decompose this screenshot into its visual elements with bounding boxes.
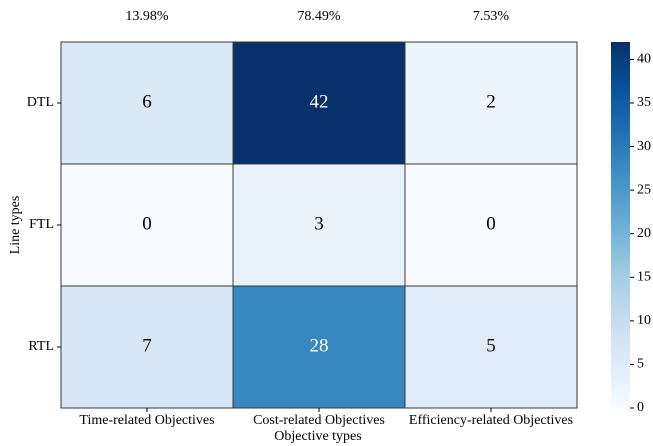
heatmap-cell <box>232 163 406 287</box>
colorbar-tick-label: 25 <box>637 182 651 197</box>
column-share-label: 7.53% <box>473 9 510 24</box>
x-tick-label: Time-related Objectives <box>79 413 214 428</box>
colorbar-tick-label: 30 <box>637 139 651 154</box>
cell-label: 7 <box>142 335 152 356</box>
colorbar-tick-label: 5 <box>637 357 644 372</box>
cell-label: 2 <box>486 91 496 112</box>
x-axis-label: Objective types <box>274 429 361 444</box>
cell-label: 42 <box>310 91 329 112</box>
y-tick-label: RTL <box>28 339 54 354</box>
column-share-label: 13.98% <box>125 9 169 24</box>
heatmap-cell <box>404 163 578 287</box>
cell-label: 3 <box>314 213 324 234</box>
heatmap-cell <box>60 163 234 287</box>
cell-label: 28 <box>310 335 329 356</box>
colorbar-tick-label: 35 <box>637 95 651 110</box>
heatmap-cell <box>404 41 578 165</box>
y-tick-label: FTL <box>29 217 54 232</box>
colorbar-tick-label: 15 <box>637 270 651 285</box>
colorbar-tick-label: 20 <box>637 226 651 241</box>
column-share-label: 78.49% <box>297 9 341 24</box>
cell-label: 0 <box>486 213 496 234</box>
colorbar <box>611 42 630 408</box>
y-tick-label: DTL <box>27 95 54 110</box>
heatmap-cell <box>232 285 406 409</box>
heatmap-cell <box>60 41 234 165</box>
heatmap-cell <box>232 41 406 165</box>
colorbar-tick-label: 0 <box>637 400 644 415</box>
x-tick-label: Cost-related Objectives <box>253 413 385 428</box>
cell-label: 0 <box>142 213 152 234</box>
colorbar-tick-label: 40 <box>637 52 651 67</box>
cell-label: 6 <box>142 91 152 112</box>
colorbar-tick-label: 10 <box>637 313 651 328</box>
cell-label: 5 <box>486 335 496 356</box>
y-axis-label: Line types <box>8 196 23 255</box>
x-tick-label: Efficiency-related Objectives <box>409 413 573 428</box>
